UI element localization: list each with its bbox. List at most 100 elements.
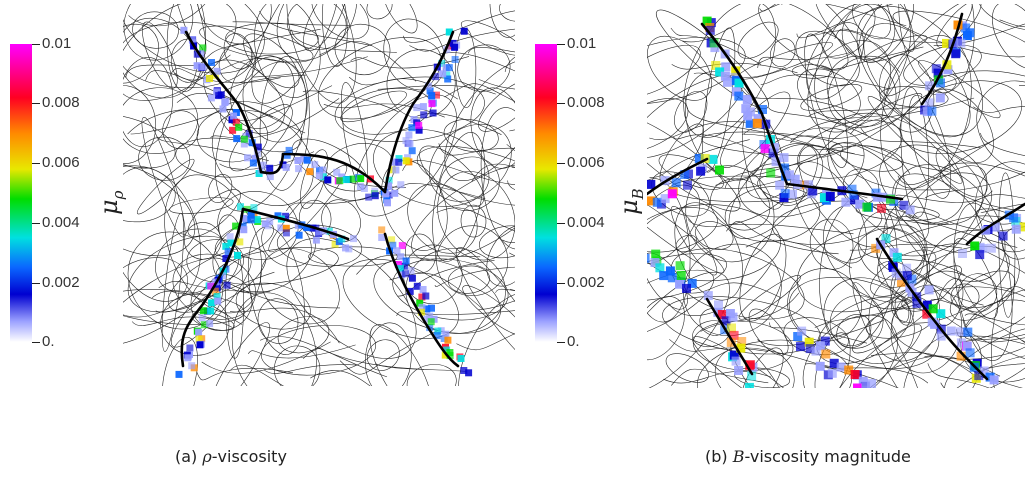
viscosity-cell — [451, 56, 459, 63]
caption-b: (b) B-viscosity magnitude — [705, 447, 911, 466]
viscosity-cell — [200, 321, 208, 329]
viscosity-cell — [294, 157, 302, 164]
contour-line — [797, 68, 861, 120]
contour-line — [812, 145, 911, 174]
viscosity-cell — [986, 243, 996, 253]
viscosity-cell — [683, 180, 692, 190]
contour-line — [166, 4, 206, 92]
viscosity-cell — [958, 249, 967, 258]
viscosity-cell — [236, 238, 244, 246]
contour-line — [647, 204, 781, 282]
viscosity-cell — [198, 314, 206, 322]
viscosity-cell — [240, 140, 248, 148]
contour-line — [478, 79, 515, 90]
viscosity-cell — [821, 349, 831, 359]
contour-line — [377, 85, 496, 95]
contour-line — [470, 87, 515, 169]
contour-line — [922, 243, 1025, 274]
viscosity-cell — [793, 332, 803, 341]
viscosity-cell — [734, 91, 744, 101]
viscosity-cell — [729, 330, 739, 340]
viscosity-cell — [936, 78, 945, 88]
viscosity-cell — [315, 172, 323, 180]
viscosity-cell — [402, 137, 410, 145]
viscosity-cell — [930, 319, 940, 329]
contour-line — [243, 33, 300, 89]
viscosity-cell — [829, 358, 839, 368]
viscosity-cell — [324, 176, 332, 184]
contour-line — [673, 134, 791, 170]
contour-line — [478, 78, 515, 132]
contour-line — [356, 254, 481, 275]
contour-line — [745, 239, 852, 269]
viscosity-cell — [228, 116, 236, 124]
viscosity-cell — [219, 105, 227, 113]
viscosity-cell — [647, 179, 656, 189]
viscosity-cell — [850, 195, 860, 205]
viscosity-cell — [285, 146, 293, 154]
viscosity-cell — [696, 166, 706, 176]
contour-line — [145, 70, 274, 118]
viscosity-cell — [282, 224, 290, 232]
contour-line — [495, 288, 515, 293]
contour-line — [647, 37, 746, 105]
contour-line — [980, 203, 1025, 213]
viscosity-cell — [979, 366, 989, 376]
viscosity-cell — [427, 318, 435, 326]
contour-line — [199, 25, 314, 63]
viscosity-cell — [721, 316, 731, 326]
viscosity-cell — [235, 123, 243, 131]
contour-line — [702, 27, 736, 173]
contour-line — [823, 366, 929, 384]
viscosity-cell — [922, 107, 932, 117]
contour-line — [883, 4, 915, 52]
contour-line — [123, 4, 237, 101]
contour-line — [169, 197, 234, 214]
contour-line — [918, 60, 1001, 119]
contour-line — [849, 97, 975, 135]
viscosity-cell — [266, 164, 274, 172]
viscosity-cell — [970, 241, 980, 251]
colorbar-tick-label: 0.008 — [567, 94, 605, 111]
viscosity-cell — [429, 109, 437, 117]
contour-line — [670, 248, 805, 320]
contour-line — [201, 341, 331, 374]
contour-line — [858, 4, 914, 63]
viscosity-cell — [378, 234, 386, 241]
viscosity-cell — [962, 341, 972, 351]
contour-line — [229, 364, 284, 386]
contour-line — [456, 333, 515, 351]
contour-line — [460, 204, 487, 238]
viscosity-cell — [184, 354, 192, 362]
viscosity-cell — [819, 193, 829, 203]
contour-line — [870, 352, 975, 376]
viscosity-cell — [647, 253, 650, 263]
contour-line — [225, 85, 333, 122]
contour-line — [670, 206, 718, 276]
contour-line — [132, 11, 179, 49]
contour-line — [196, 368, 294, 381]
viscosity-cell — [815, 361, 825, 371]
contour-line — [829, 295, 884, 349]
contour-line — [223, 33, 252, 70]
viscosity-cell — [892, 252, 902, 262]
viscosity-cell — [395, 158, 403, 166]
viscosity-cell — [775, 180, 785, 190]
contour-line — [130, 106, 226, 135]
colorbar-b — [535, 44, 557, 342]
contour-line — [317, 37, 442, 120]
viscosity-cell — [397, 253, 405, 261]
contour-line — [964, 313, 1025, 326]
viscosity-cell — [207, 307, 215, 315]
contour-line — [419, 145, 485, 207]
viscosity-cell — [963, 327, 973, 337]
viscosity-cell — [186, 344, 194, 352]
viscosity-cell — [223, 281, 231, 289]
colorbar-tick-label: 0.01 — [42, 35, 72, 52]
viscosity-cell — [266, 173, 274, 181]
contour-line — [230, 55, 295, 129]
contour-line — [963, 287, 1025, 340]
contour-line — [950, 283, 980, 310]
viscosity-cell — [233, 135, 241, 143]
contour-line — [438, 143, 515, 156]
